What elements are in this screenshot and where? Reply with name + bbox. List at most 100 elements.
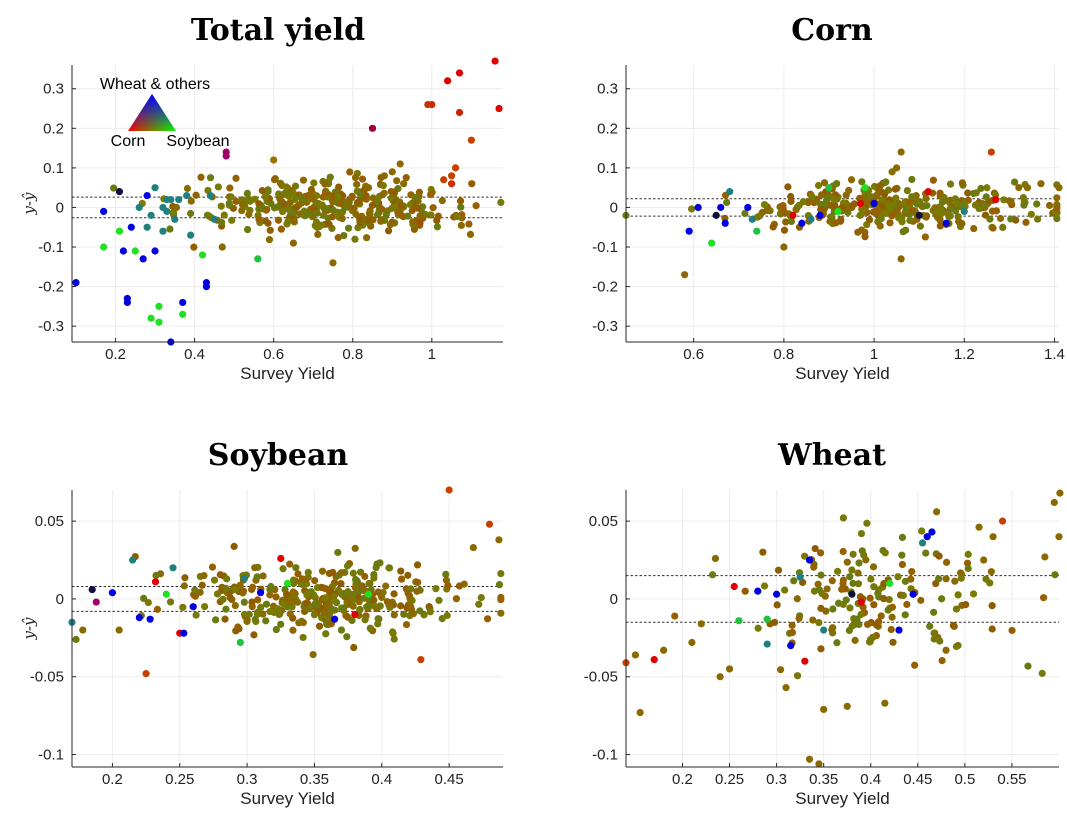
data-point [142,670,150,678]
data-point [290,218,298,226]
data-point [266,226,274,234]
data-point [243,225,252,234]
data-point [402,174,410,182]
data-point [788,628,797,637]
data-point [310,179,318,187]
data-point [839,514,847,522]
data-point [717,203,725,212]
data-point [726,188,734,196]
data-point [155,318,163,326]
data-point [356,215,364,223]
data-point [303,591,311,599]
data-point [905,198,913,206]
data-point [321,594,329,602]
data-point [741,587,749,595]
data-point [926,622,934,630]
data-point [495,536,503,544]
data-point [829,605,837,613]
y-tick-label: -0.3 [38,318,64,335]
data-point [915,211,923,219]
data-point [935,552,943,560]
data-point [115,626,123,634]
data-point [899,591,907,600]
data-point [780,208,789,216]
data-point [456,197,465,205]
data-point [839,547,847,556]
data-point [198,581,206,589]
data-point [933,208,941,217]
data-point [921,233,929,241]
data-point [1055,533,1063,541]
y-axis-label: y-ŷ [20,192,38,216]
x-tick-label: 0.8 [773,346,794,363]
data-point [264,219,272,227]
data-point [986,215,994,223]
data-point [270,156,278,164]
data-point [820,179,829,187]
data-point [232,174,240,182]
data-point [259,572,267,580]
data-point [857,529,866,538]
data-point [312,199,320,207]
data-point [442,570,450,578]
data-point [854,580,863,588]
data-point [140,594,148,603]
x-tick-label: 0.25 [715,771,744,788]
data-point [1039,594,1048,602]
y-tick-label: 0.05 [35,513,64,530]
data-point [263,206,271,214]
data-point [363,234,371,242]
data-point [776,666,785,674]
data-point [427,211,435,219]
data-point [854,569,862,577]
data-point [866,594,874,602]
data-point [222,584,230,592]
data-point [346,204,354,212]
data-point [382,582,390,590]
data-point [799,198,808,206]
data-point [771,618,779,626]
data-point [958,179,967,187]
data-point [387,194,395,202]
data-point [846,604,854,612]
data-point [1053,194,1061,202]
data-point [928,528,936,536]
data-point [879,546,887,555]
data-point [345,196,353,205]
data-point [379,191,387,199]
data-point [952,605,961,613]
data-point [782,218,790,226]
data-point [115,227,124,235]
data-point [853,619,861,627]
data-point [315,222,323,231]
data-point [416,212,424,220]
data-point [353,180,361,189]
data-point [92,598,100,606]
data-point [856,199,865,208]
data-point [334,234,342,242]
data-point [872,621,880,629]
data-point [801,657,809,665]
data-point [834,207,842,216]
data-point [191,592,200,600]
data-point [279,565,287,573]
data-point [809,616,817,624]
data-point [744,203,752,212]
data-point [863,620,872,629]
data-point [988,207,997,215]
data-point [1008,626,1016,635]
data-point [447,180,456,188]
data-point [413,561,422,569]
data-point [361,616,369,624]
y-tick-label: -0.1 [592,239,618,256]
data-point [848,590,856,598]
data-point [266,585,274,593]
data-point [303,599,311,607]
data-point [330,596,338,605]
data-point [894,573,902,581]
data-point [857,610,865,619]
data-point [413,587,421,595]
data-point [351,610,359,619]
data-point [817,205,825,214]
data-point [1045,201,1054,210]
